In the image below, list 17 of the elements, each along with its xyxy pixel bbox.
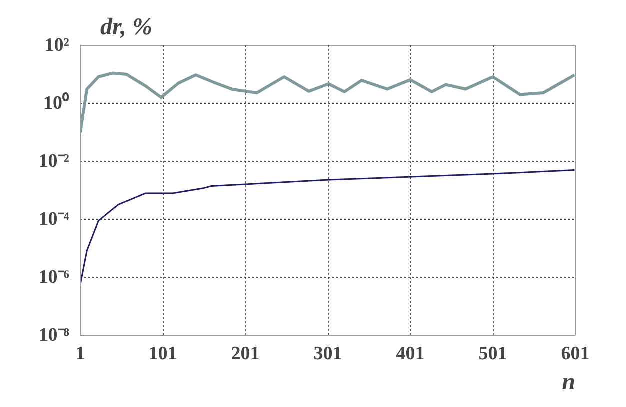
- x-tick-label: 201: [231, 344, 260, 364]
- x-tick-label: 401: [396, 344, 425, 364]
- line-series: [80, 169, 576, 286]
- y-tick-label: 10⁰: [44, 92, 70, 114]
- y-tick-label: 10⁻⁴: [38, 209, 70, 230]
- y-axis-title: dr, %: [100, 14, 153, 40]
- y-tick-label: 10⁻⁶: [38, 267, 70, 288]
- x-axis-title: n: [562, 370, 576, 396]
- x-tick-label: 601: [561, 344, 590, 364]
- y-tick-label: 10⁻⁸: [38, 325, 70, 346]
- y-tick-label: 10⁻²: [38, 151, 70, 172]
- x-tick-label: 301: [314, 344, 342, 364]
- line-series: [80, 72, 576, 134]
- y-tick-label: 10²: [44, 35, 70, 56]
- x-tick-label: 1: [76, 344, 86, 364]
- x-tick-label: 101: [148, 344, 178, 364]
- x-tick-label: 501: [478, 344, 508, 364]
